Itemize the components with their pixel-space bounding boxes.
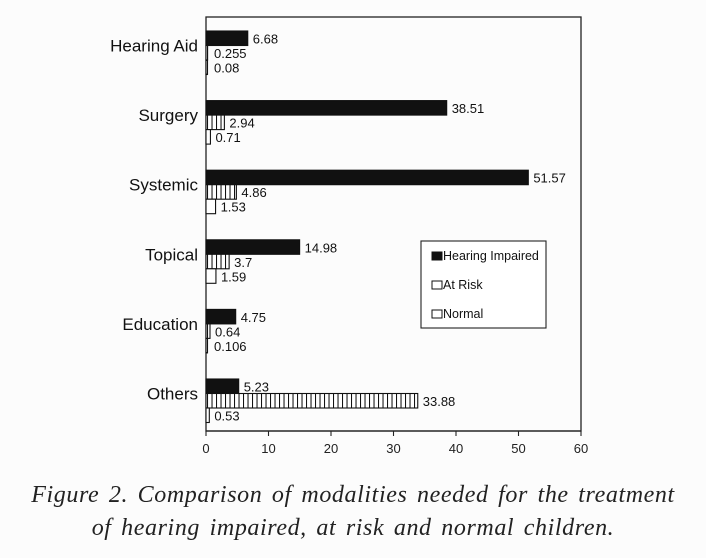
value-label: 6.68: [253, 32, 278, 47]
bar-at-risk: [205, 253, 230, 270]
bar-hearing-impaired: [205, 378, 240, 395]
bar-at-risk: [205, 184, 237, 200]
value-label: 51.57: [533, 171, 566, 186]
value-label: 14.98: [305, 240, 338, 255]
bar-normal: [205, 59, 209, 76]
bar-at-risk: [205, 323, 211, 339]
x-tick-label: 50: [511, 441, 525, 456]
legend-label: At Risk: [443, 278, 483, 292]
legend: Hearing Impaired At Risk Normal: [420, 240, 547, 329]
value-label: 38.51: [452, 101, 485, 116]
value-label: 0.53: [214, 409, 239, 424]
bar-normal: [205, 407, 210, 424]
bar-at-risk: [205, 44, 209, 61]
plot-frame: [205, 16, 582, 432]
legend-swatch-hearing-impaired: [431, 251, 443, 261]
value-label: 0.71: [215, 130, 240, 145]
category-label: Topical: [145, 245, 198, 264]
bar-normal: [205, 198, 217, 215]
x-tick-label: 20: [324, 441, 338, 456]
bar-at-risk: [205, 392, 419, 409]
legend-swatch-at-risk: [431, 280, 443, 290]
category-label: Education: [122, 315, 198, 334]
value-label: 1.59: [221, 269, 246, 284]
bar-hearing-impaired: [205, 30, 249, 47]
bar-at-risk: [205, 114, 225, 131]
legend-label: Hearing Impaired: [443, 249, 539, 263]
figure-caption-line-1: Figure 2. Comparison of modalities neede…: [31, 482, 675, 508]
value-label: 4.75: [241, 310, 266, 325]
category-label: Hearing Aid: [110, 37, 198, 56]
value-label: 0.255: [214, 46, 247, 61]
bar-hearing-impaired: [205, 239, 301, 255]
bar-hearing-impaired: [205, 308, 237, 325]
value-label: 4.86: [241, 185, 266, 200]
bar-normal: [205, 337, 209, 354]
value-label: 3.7: [234, 255, 252, 270]
x-tick-label: 60: [574, 441, 588, 456]
bar-hearing-impaired: [205, 100, 448, 116]
bar-normal: [205, 129, 211, 145]
x-tick-label: 40: [449, 441, 463, 456]
category-label: Surgery: [138, 106, 198, 125]
figure-caption-line-2: of hearing impaired, at risk and normal …: [91, 515, 615, 541]
x-tick-label: 0: [202, 441, 209, 456]
bar-hearing-impaired: [205, 169, 529, 186]
value-label: 2.94: [229, 116, 254, 131]
x-tick-label: 10: [261, 441, 275, 456]
value-label: 33.88: [423, 394, 456, 409]
value-label: 0.106: [214, 339, 247, 354]
x-tick-label: 30: [386, 441, 400, 456]
legend-label: Normal: [443, 307, 483, 321]
value-label: 5.23: [244, 380, 269, 395]
bar-normal: [205, 268, 217, 284]
value-label: 0.08: [214, 61, 239, 76]
category-label: Others: [147, 385, 198, 404]
legend-swatch-normal: [431, 309, 443, 319]
value-label: 1.53: [221, 200, 246, 215]
category-label: Systemic: [129, 176, 198, 195]
value-label: 0.64: [215, 324, 240, 339]
